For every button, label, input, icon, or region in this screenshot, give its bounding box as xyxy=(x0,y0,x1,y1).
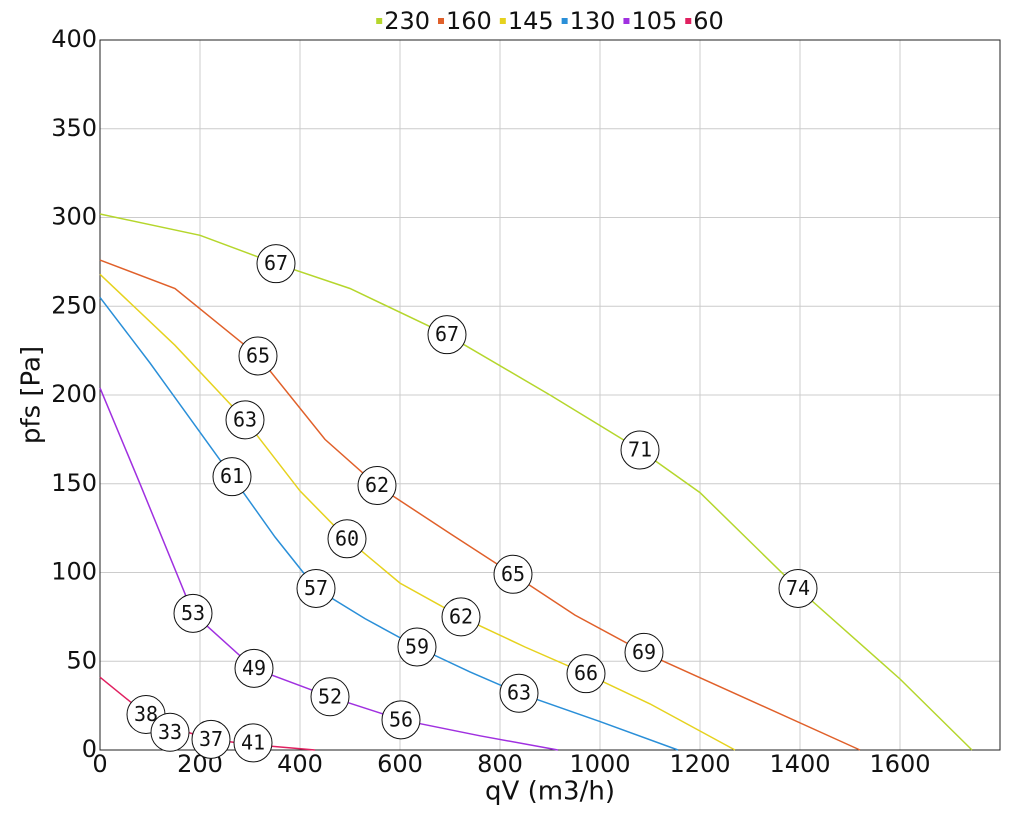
marker-bubble xyxy=(212,457,252,497)
marker-label: 71 xyxy=(628,438,652,462)
y-tick-label: 50 xyxy=(66,646,97,674)
marker-label: 66 xyxy=(574,661,598,685)
marker-bubble xyxy=(499,673,539,713)
x-tick-label: 1000 xyxy=(569,750,630,778)
x-tick-label: 1400 xyxy=(769,750,830,778)
legend-swatch xyxy=(685,18,692,24)
marker-label: 74 xyxy=(786,576,810,600)
y-tick-label: 250 xyxy=(51,291,97,319)
marker-label: 41 xyxy=(241,730,265,754)
series-line xyxy=(99,387,559,751)
marker-bubble xyxy=(397,627,437,667)
marker-bubble xyxy=(381,700,421,740)
legend-swatch xyxy=(438,18,445,24)
marker-label: 67 xyxy=(435,322,459,346)
marker-bubble xyxy=(173,593,213,633)
marker-label: 56 xyxy=(389,707,413,731)
marker-bubble xyxy=(493,554,533,594)
marker-label: 53 xyxy=(181,601,205,625)
marker-bubble xyxy=(566,654,606,694)
series-line xyxy=(99,259,861,751)
legend-label: 145 xyxy=(508,7,554,35)
series-line xyxy=(99,213,973,751)
marker-bubble xyxy=(234,648,274,688)
y-axis-title: pfs [Pa] xyxy=(17,346,47,444)
legend-label: 60 xyxy=(693,7,724,35)
legend-swatch xyxy=(623,18,630,24)
marker-bubble xyxy=(296,568,336,608)
marker-label: 52 xyxy=(318,684,342,708)
marker-label: 57 xyxy=(304,576,328,600)
marker-bubble xyxy=(624,632,664,672)
marker-label: 33 xyxy=(158,720,182,744)
x-tick-label: 800 xyxy=(477,750,523,778)
marker-bubble xyxy=(233,723,273,763)
marker-label: 49 xyxy=(242,656,266,680)
marker-bubble xyxy=(191,719,231,759)
legend-swatch xyxy=(499,18,506,24)
marker-bubble xyxy=(150,712,190,752)
marker-label: 63 xyxy=(507,681,531,705)
plot-frame xyxy=(99,39,1001,751)
x-tick-label: 400 xyxy=(277,750,323,778)
marker-bubble xyxy=(778,568,818,608)
marker-bubble xyxy=(327,519,367,559)
marker-label: 59 xyxy=(405,635,429,659)
y-tick-label: 100 xyxy=(51,558,97,586)
y-tick-label: 300 xyxy=(51,203,97,231)
marker-label: 61 xyxy=(220,464,244,488)
y-tick-label: 200 xyxy=(51,380,97,408)
x-tick-label: 0 xyxy=(92,750,107,778)
marker-label: 69 xyxy=(632,640,656,664)
marker-label: 62 xyxy=(449,604,473,628)
x-tick-label: 600 xyxy=(377,750,423,778)
marker-label: 62 xyxy=(365,473,389,497)
legend-label: 230 xyxy=(384,7,430,35)
marker-bubble xyxy=(238,336,278,376)
x-tick-label: 1200 xyxy=(669,750,730,778)
marker-label: 65 xyxy=(246,343,270,367)
marker-bubble xyxy=(357,466,397,506)
legend-swatch xyxy=(376,18,383,24)
marker-label: 67 xyxy=(264,251,288,275)
x-tick-label: 1600 xyxy=(869,750,930,778)
y-tick-label: 0 xyxy=(82,735,97,763)
marker-bubble xyxy=(427,315,467,355)
marker-bubble xyxy=(310,677,350,717)
legend-swatch xyxy=(561,18,568,24)
marker-bubble xyxy=(225,400,265,440)
marker-label: 65 xyxy=(501,562,525,586)
y-tick-label: 400 xyxy=(51,25,97,53)
x-axis-title: qV (m3/h) xyxy=(485,777,615,807)
marker-bubble xyxy=(441,597,481,637)
series-line xyxy=(99,296,679,751)
legend-label: 160 xyxy=(446,7,492,35)
y-tick-label: 350 xyxy=(51,114,97,142)
legend-label: 130 xyxy=(570,7,616,35)
y-tick-label: 150 xyxy=(51,469,97,497)
marker-label: 60 xyxy=(335,526,359,550)
marker-label: 37 xyxy=(199,727,223,751)
legend: 230 160 145 130 105 60 xyxy=(376,7,724,35)
marker-label: 63 xyxy=(233,407,257,431)
series-line xyxy=(99,273,736,751)
marker-bubble xyxy=(256,244,296,284)
marker-bubble xyxy=(620,430,660,470)
legend-label: 105 xyxy=(631,7,677,35)
